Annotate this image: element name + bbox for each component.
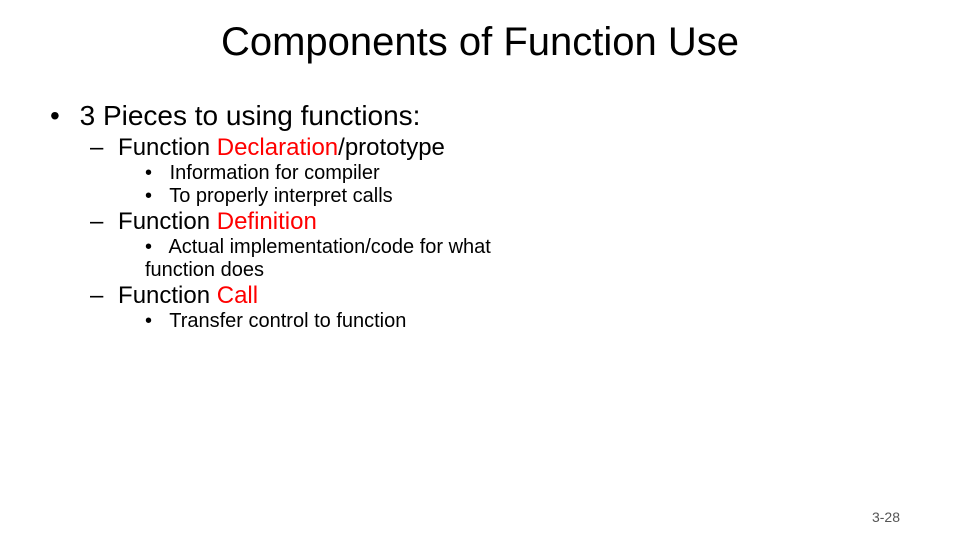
l2-keyword: Definition <box>217 208 317 235</box>
bullet-level3: To properly interpret calls <box>145 185 910 208</box>
l3-text: To properly interpret calls <box>169 185 392 207</box>
bullet-level2: Function Call <box>90 282 910 310</box>
bullet-level1: 3 Pieces to using functions: <box>50 100 910 132</box>
l3-text: Actual implementation/code for what func… <box>145 236 491 281</box>
l3-text: Transfer control to function <box>169 310 406 332</box>
l2-prefix: Function <box>118 134 217 161</box>
slide-number: 3-28 <box>872 509 900 525</box>
l2-keyword: Call <box>217 282 258 309</box>
l2-keyword: Declaration <box>217 134 338 161</box>
l3-text: Information for compiler <box>170 162 380 184</box>
bullet-level3: Transfer control to function <box>145 310 910 333</box>
bullet-level3: Actual implementation/code for what func… <box>145 236 545 282</box>
l2-prefix: Function <box>118 282 217 309</box>
l2-prefix: Function <box>118 208 217 235</box>
bullet-level2: Function Definition <box>90 208 910 236</box>
slide-title: Components of Function Use <box>0 20 960 65</box>
bullet-level2: Function Declaration/prototype <box>90 134 910 162</box>
slide: Components of Function Use 3 Pieces to u… <box>0 0 960 540</box>
l2-suffix: /prototype <box>338 134 445 161</box>
bullet-level3: Information for compiler <box>145 162 910 185</box>
slide-body: 3 Pieces to using functions: Function De… <box>50 100 910 333</box>
bullet-l1-text: 3 Pieces to using functions: <box>80 100 421 131</box>
